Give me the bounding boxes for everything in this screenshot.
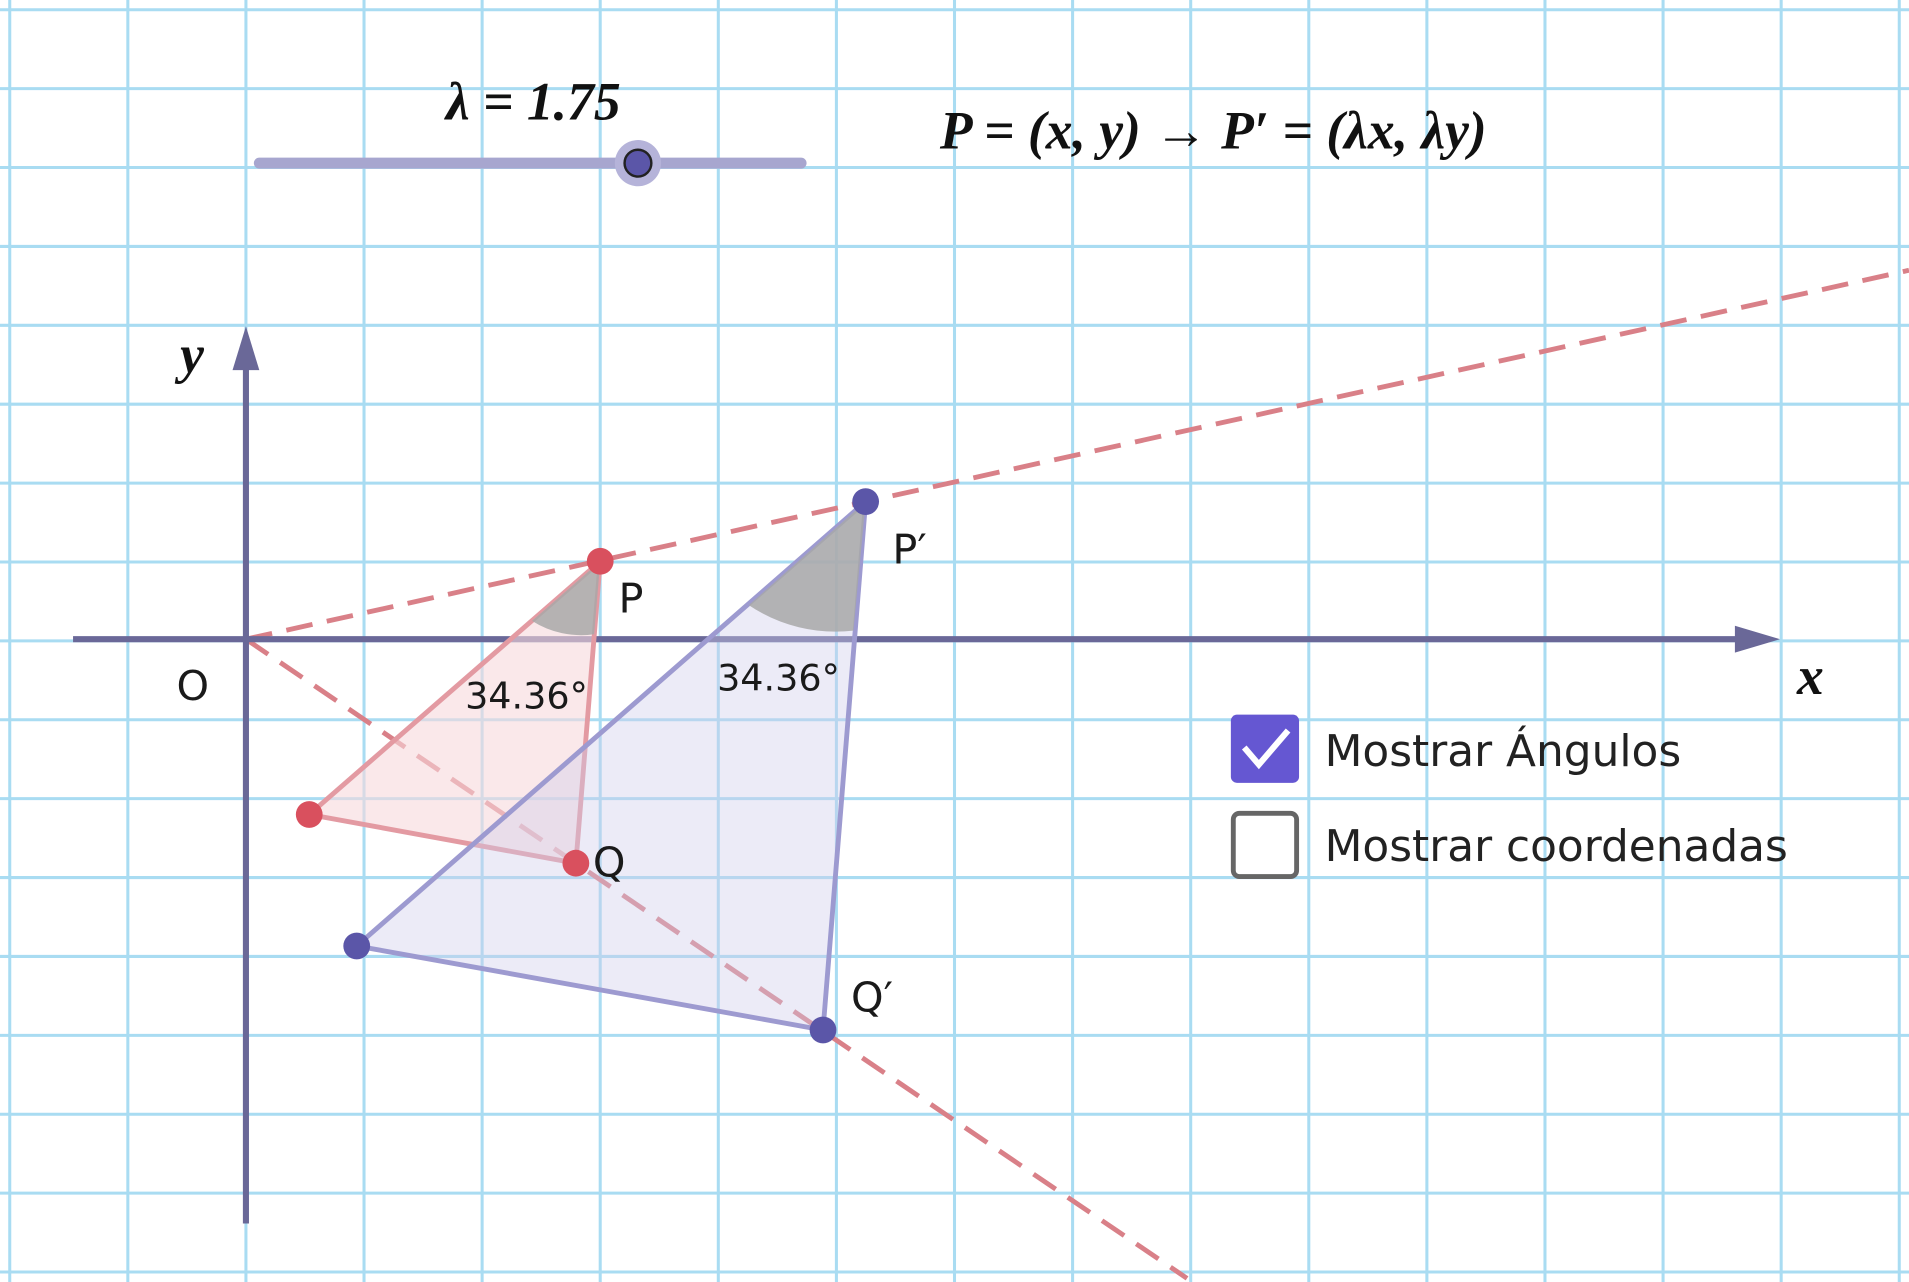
slider-knob[interactable]	[623, 148, 653, 178]
axis-label: x	[1796, 646, 1824, 706]
angle-label: 34.36°	[465, 675, 588, 718]
y-axis-arrow	[232, 326, 260, 371]
point[interactable]	[562, 849, 590, 877]
point[interactable]	[295, 801, 323, 828]
ray-op	[245, 267, 1909, 642]
point-label: Q′	[851, 974, 893, 1022]
checkbox-label[interactable]: Mostrar Ángulos	[1325, 724, 1682, 777]
checkbox[interactable]	[1230, 810, 1300, 880]
point[interactable]	[586, 547, 614, 575]
checkbox-label[interactable]: Mostrar coordenadas	[1325, 821, 1788, 872]
origin-label: O	[177, 662, 210, 710]
axis-label: y	[174, 325, 204, 385]
angle-label: 34.36°	[717, 656, 840, 699]
formula: P = (x, y) → P′ = (λx, λy)	[939, 101, 1487, 161]
point-label: P′	[892, 526, 926, 574]
triangle-image	[351, 495, 869, 1033]
angle-sector	[532, 561, 601, 636]
point	[343, 932, 371, 960]
x-axis-arrow	[1734, 625, 1780, 653]
point	[852, 488, 880, 515]
triangle-original	[303, 555, 604, 867]
checkbox[interactable]	[1230, 714, 1300, 783]
point-label: Q	[593, 839, 626, 887]
slider-label: λ = 1.75	[444, 71, 621, 131]
point-label: P	[618, 574, 643, 622]
angle-sector	[748, 501, 866, 632]
point	[809, 1016, 837, 1044]
checkmark	[1241, 728, 1291, 770]
